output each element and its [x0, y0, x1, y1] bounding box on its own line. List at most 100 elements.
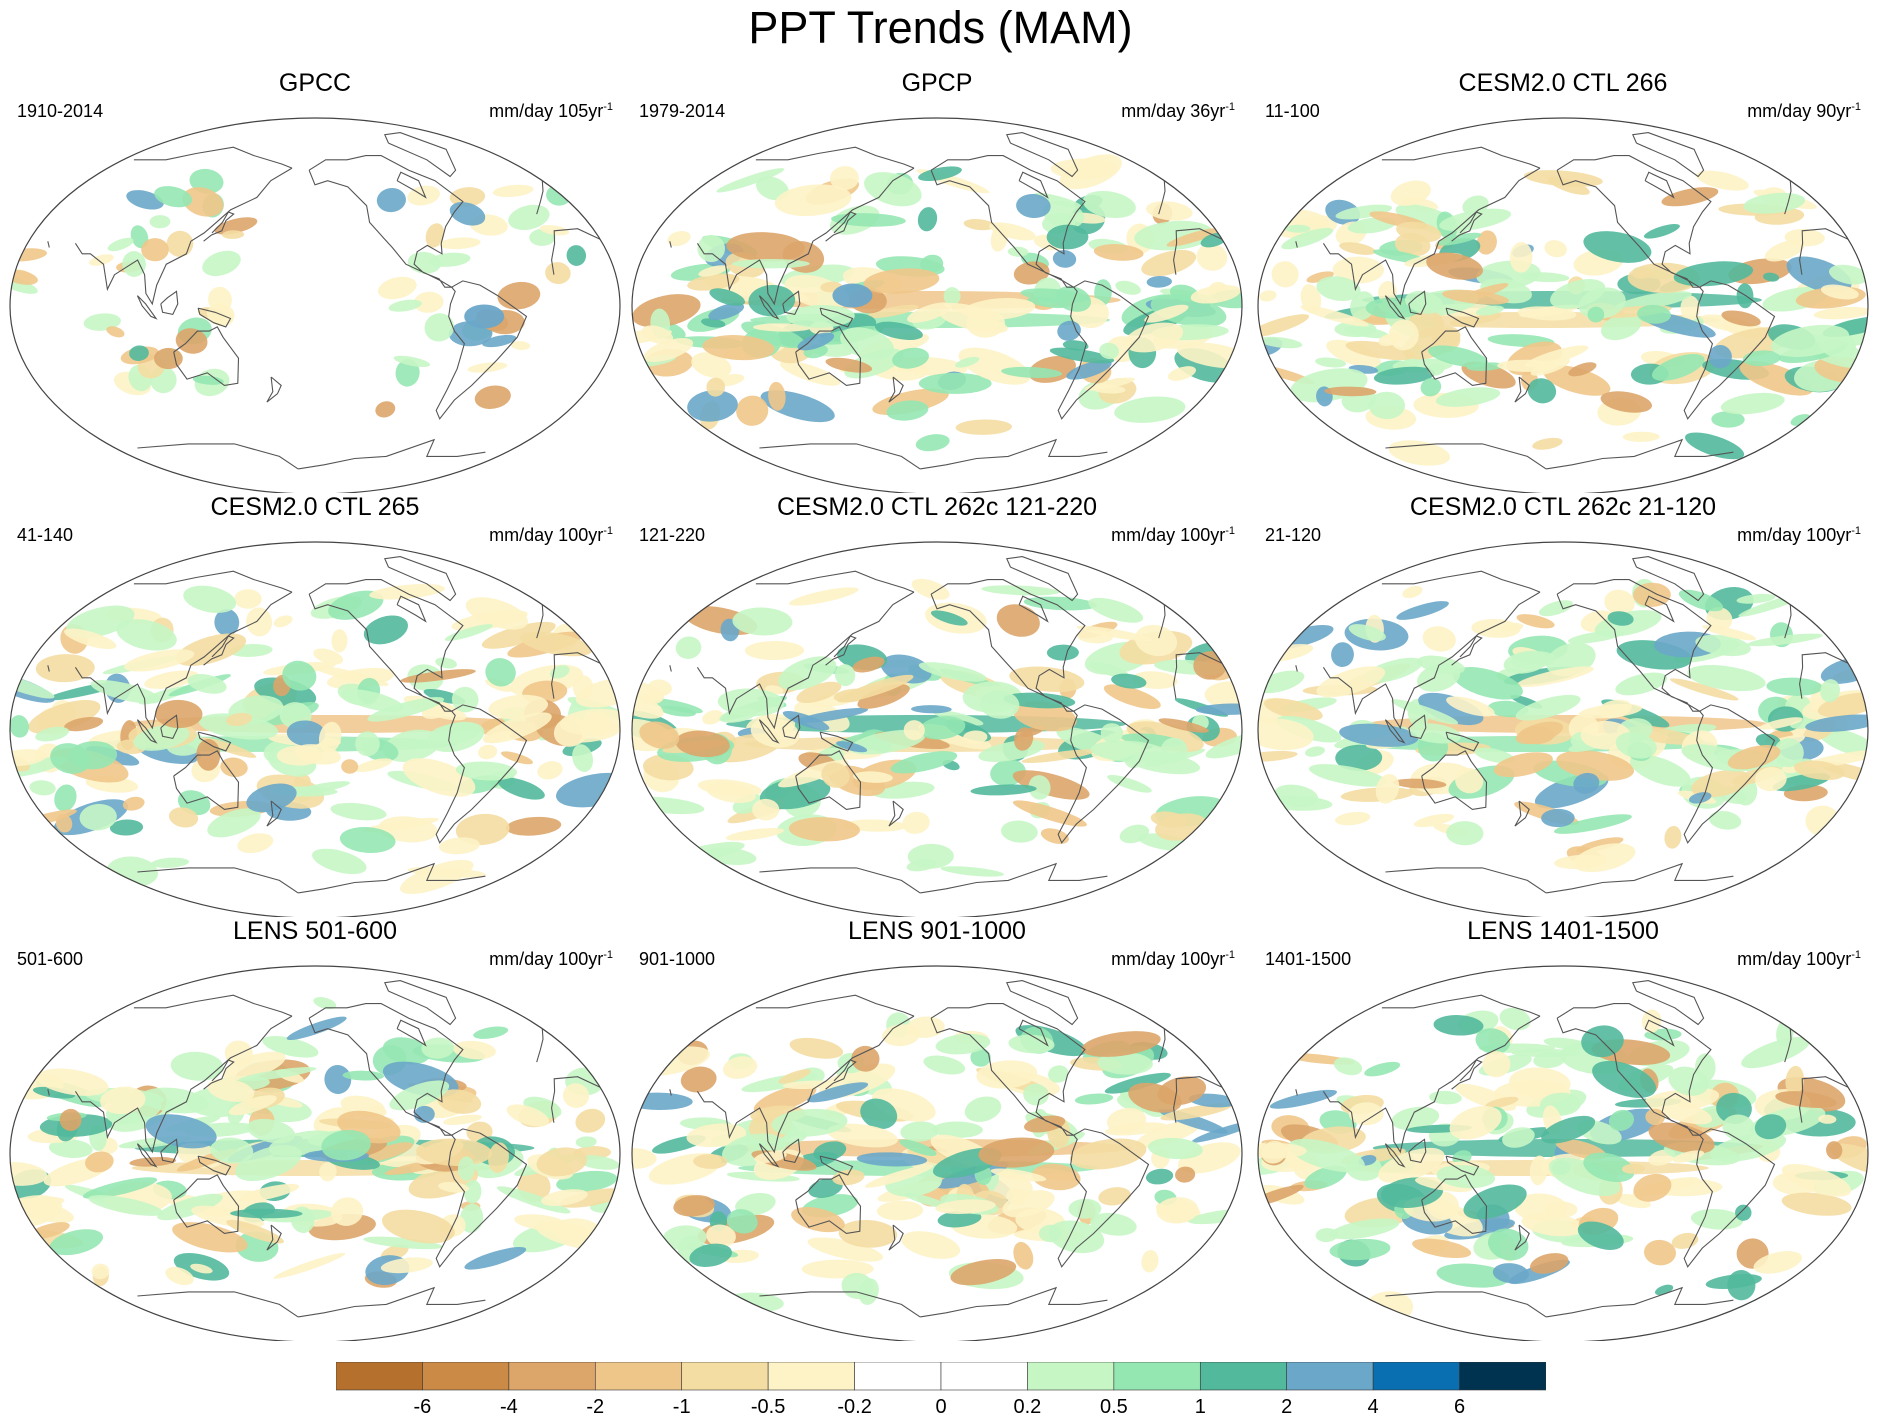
trend-blob — [109, 819, 144, 836]
trend-blob — [786, 304, 855, 328]
trend-blob — [1348, 624, 1386, 642]
colorbar-swatch — [940, 1362, 1028, 1391]
trend-blob — [402, 758, 476, 797]
trend-blob — [1205, 730, 1242, 759]
coastline — [1445, 731, 1480, 752]
map-plot — [1257, 965, 1869, 1341]
coastline — [930, 155, 1086, 288]
trend-blob — [866, 304, 919, 319]
trend-blob — [545, 262, 571, 285]
trend-blob — [376, 188, 406, 213]
trend-blob — [1428, 345, 1488, 368]
trend-blob — [286, 720, 326, 747]
trend-blob — [246, 783, 297, 813]
trend-blob — [902, 811, 930, 834]
trend-blob — [1339, 723, 1419, 747]
coastline — [203, 211, 235, 242]
trend-blob — [1452, 667, 1523, 700]
trend-blob — [363, 1236, 443, 1250]
map-plot — [631, 541, 1243, 917]
trend-blob — [1568, 362, 1597, 377]
trend-blob — [166, 230, 194, 257]
coastline — [1556, 1003, 1712, 1136]
trend-blob — [330, 1197, 364, 1226]
units-exponent: -1 — [1225, 101, 1235, 113]
coastline — [1408, 1138, 1427, 1164]
trend-blob — [1790, 414, 1811, 426]
coastline — [1006, 132, 1079, 178]
trend-blob — [1160, 737, 1188, 763]
trend-blob — [1046, 224, 1089, 250]
trend-blob — [1474, 747, 1515, 764]
trend-blob — [313, 997, 337, 1010]
coastline — [782, 290, 801, 316]
coastline — [1057, 280, 1150, 420]
panel-title: CESM2.0 CTL 265 — [210, 493, 420, 521]
trend-blob — [920, 254, 944, 274]
coastlines — [1295, 132, 1849, 470]
trend-blob — [706, 782, 756, 803]
trend-blob — [980, 690, 1020, 719]
coastline — [758, 295, 780, 320]
trend-blob — [1024, 1115, 1066, 1133]
trend-blob — [1753, 1251, 1803, 1274]
trend-blob — [1124, 322, 1184, 353]
trend-blob — [294, 744, 341, 765]
coastline — [137, 862, 486, 894]
trend-blob — [505, 816, 562, 836]
trend-blob — [321, 1129, 371, 1161]
coastline — [1632, 980, 1705, 1026]
trend-blob — [1794, 760, 1845, 781]
trend-blob — [129, 345, 149, 361]
trend-blob — [149, 215, 171, 229]
trend-blob — [795, 707, 869, 724]
coastline — [384, 980, 457, 1026]
colorbar-tick-label: -1 — [672, 1396, 691, 1418]
trend-blob — [852, 656, 885, 673]
trend-blob — [477, 744, 498, 760]
trend-blob — [340, 689, 404, 712]
trend-blob — [550, 665, 570, 679]
trend-blob — [559, 1188, 620, 1208]
trend-blob — [1390, 180, 1431, 206]
trend-blob — [906, 859, 937, 872]
trend-blob — [206, 305, 234, 327]
map-outline — [1257, 965, 1869, 1341]
trend-blob — [1527, 378, 1557, 404]
trend-blob — [106, 326, 125, 338]
trend-blob — [1329, 1218, 1400, 1240]
trend-blob — [1741, 1036, 1810, 1069]
trend-blob — [1509, 1067, 1571, 1099]
trend-field — [10, 168, 587, 418]
trend-blob — [640, 691, 664, 705]
trend-blob — [1739, 361, 1813, 396]
coastline — [759, 862, 1108, 894]
trend-blob — [198, 713, 279, 740]
panel-title: LENS 1401-1500 — [1467, 917, 1659, 945]
trend-blob — [488, 1142, 509, 1173]
panel-period: 21-120 — [1265, 525, 1322, 545]
coastline — [1057, 704, 1150, 844]
trend-field — [10, 997, 620, 1288]
trend-blob — [778, 656, 837, 691]
trend-blob — [1530, 1253, 1569, 1274]
trend-blob — [442, 1114, 483, 1125]
trend-blob — [1452, 1150, 1472, 1165]
coastline — [1556, 579, 1712, 712]
units-exponent: -1 — [1851, 949, 1861, 961]
trend-blob — [722, 1056, 758, 1079]
trend-blob — [501, 751, 533, 765]
trend-blob — [1708, 344, 1732, 369]
trend-blob — [1003, 692, 1076, 709]
trend-blob — [935, 1033, 991, 1055]
trend-blob — [369, 584, 445, 600]
units-text: mm/day 90yr — [1747, 101, 1852, 121]
trend-blob — [1288, 1138, 1365, 1173]
trend-blob — [1392, 778, 1447, 789]
panel-period: 121-220 — [639, 525, 706, 545]
trend-blob — [981, 585, 1060, 596]
trend-blob — [1271, 261, 1299, 288]
coastline — [1295, 228, 1849, 275]
trend-blob — [1544, 240, 1567, 258]
trend-blob — [291, 781, 351, 795]
